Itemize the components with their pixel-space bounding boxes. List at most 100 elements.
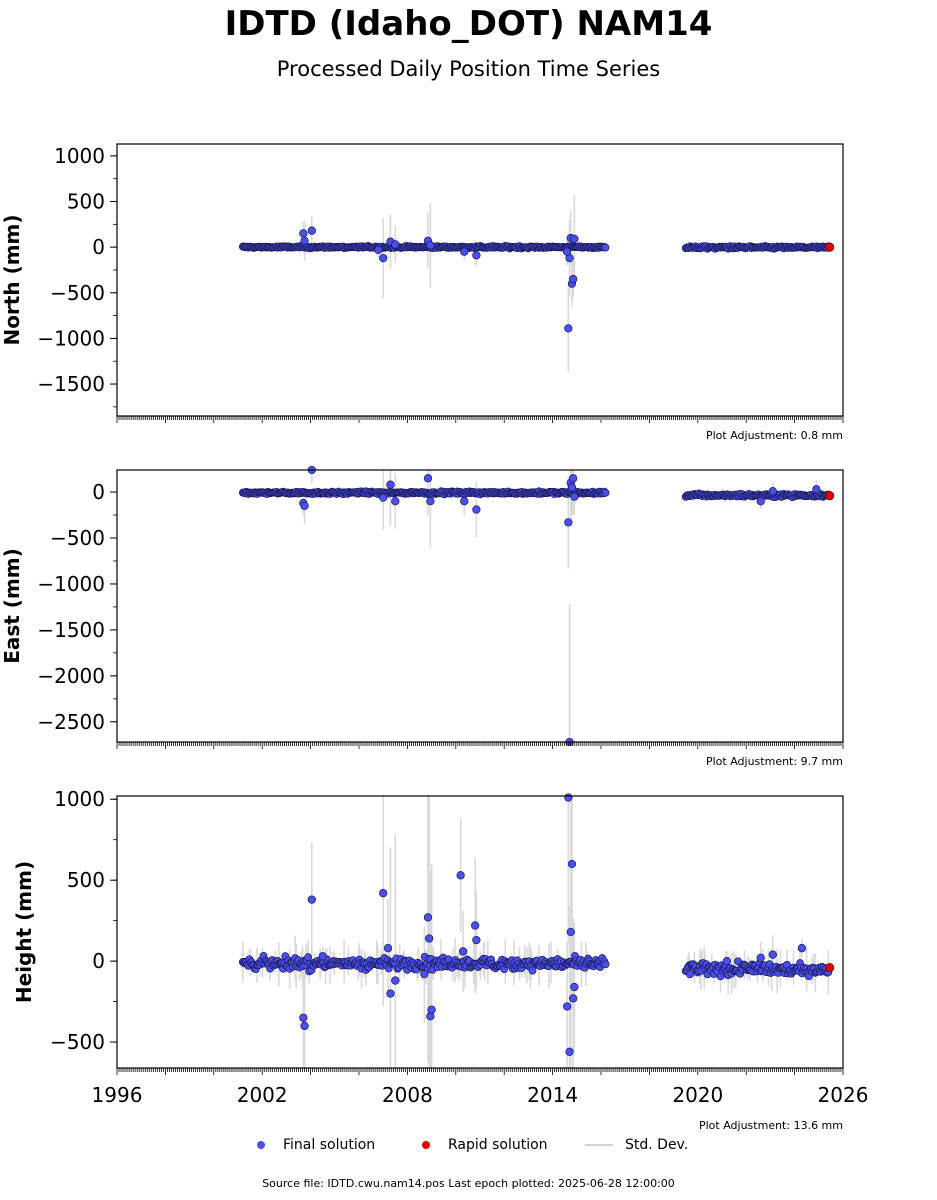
y-tick-label: −500 [50, 526, 105, 550]
height-final-point [472, 935, 481, 945]
y-tick-label: −1000 [37, 326, 105, 350]
east-final-point [460, 497, 469, 506]
north-y-ticks: 1000 500 0 −500 −1000 −1500 [37, 144, 117, 408]
east-final-point [379, 493, 388, 502]
height-x-tick-labels: 1996 2002 2008 2014 2020 2026 [92, 1083, 869, 1107]
y-tick-label: 500 [67, 868, 105, 892]
north-rapid-point [825, 242, 835, 252]
height-final-point [768, 950, 777, 959]
north-final-point [374, 245, 383, 255]
north-final-point [307, 226, 316, 235]
east-final-point [426, 497, 435, 506]
east-axis-label: East (mm) [0, 548, 24, 664]
x-tick-label: 2002 [237, 1083, 288, 1107]
x-tick-label: 2014 [527, 1083, 578, 1107]
y-tick-label: −500 [50, 281, 105, 305]
height-final-point [300, 1021, 309, 1031]
height-final-point [318, 952, 327, 961]
y-tick-label: −2000 [37, 664, 105, 688]
y-tick-label: 0 [92, 235, 105, 259]
east-final-point [300, 501, 309, 510]
east-final-point [564, 518, 573, 527]
source-note: Source file: IDTD.cwu.nam14.pos Last epo… [262, 1177, 675, 1190]
north-panel: 1000 500 0 −500 −1000 −1500 [37, 143, 844, 423]
height-axis-label: Height (mm) [12, 860, 36, 1004]
height-final-point [391, 976, 400, 985]
legend-rapid: Rapid solution [422, 1137, 548, 1153]
north-plot-adjustment: Plot Adjustment: 0.8 mm [705, 429, 843, 442]
height-final-point [456, 871, 465, 880]
north-final-point [564, 324, 573, 333]
height-final-point [427, 1005, 436, 1014]
height-final-point [686, 970, 695, 979]
height-final-point [756, 953, 765, 963]
north-final-point [426, 241, 435, 250]
legend-std: Std. Dev. [585, 1137, 688, 1153]
legend-rapid-label: Rapid solution [448, 1137, 548, 1153]
east-final-point [423, 474, 433, 483]
east-y-ticks: 0 −500 −1000 −1500 −2000 −2500 [37, 480, 117, 734]
height-final-point [722, 956, 731, 966]
x-tick-label: 1996 [92, 1083, 143, 1107]
y-tick-label: −2500 [37, 710, 105, 734]
y-tick-label: 0 [92, 949, 105, 973]
height-final-point [528, 966, 537, 975]
legend-final: Final solution [257, 1137, 375, 1153]
height-final-point [566, 927, 575, 937]
height-final-point [423, 913, 433, 922]
north-axis-label: North (mm) [0, 214, 24, 346]
north-final-point [601, 243, 610, 252]
rapid-solution-marker-icon [422, 1141, 430, 1149]
height-final-point [304, 953, 313, 962]
height-panel: 1000 500 0 −500 1996 2002 2008 2014 2020 2026 [50, 787, 868, 1107]
height-points [238, 793, 835, 1056]
y-tick-label: −1500 [37, 372, 105, 396]
y-tick-label: 500 [67, 190, 105, 214]
east-final-point [570, 492, 579, 501]
y-tick-label: −1500 [37, 618, 105, 642]
height-final-point [307, 895, 316, 904]
east-final-point [768, 486, 777, 496]
height-final-point [562, 1002, 572, 1011]
chart-subtitle: Processed Daily Position Time Series [276, 57, 661, 81]
east-std-dev-bars [245, 470, 824, 742]
height-final-point [567, 859, 577, 869]
north-std-dev-bars [249, 195, 829, 373]
north-final-point [391, 240, 400, 249]
east-rapid-point [825, 491, 835, 501]
height-plot-frame [116, 795, 844, 1069]
east-plot-adjustment: Plot Adjustment: 9.7 mm [705, 755, 843, 768]
height-x-ticks [116, 1068, 844, 1075]
height-final-point [379, 888, 388, 898]
height-final-point [564, 793, 573, 802]
y-tick-label: 0 [92, 480, 105, 504]
y-tick-label: 1000 [54, 144, 105, 168]
final-solution-marker-icon [257, 1141, 265, 1149]
y-tick-label: −1000 [37, 572, 105, 596]
north-final-point [472, 251, 481, 260]
north-x-ticks [116, 416, 844, 423]
east-final-point [391, 497, 400, 506]
height-final-point [458, 947, 468, 956]
north-final-point [460, 247, 469, 256]
north-final-point [562, 247, 572, 256]
north-final-point [299, 229, 308, 238]
east-points [238, 465, 835, 747]
north-points [238, 226, 835, 333]
north-final-point [570, 234, 579, 244]
east-final-point [472, 505, 481, 514]
east-final-point [601, 488, 610, 497]
east-final-point [567, 483, 577, 492]
height-final-point [601, 960, 610, 969]
east-final-point [569, 474, 578, 483]
x-tick-label: 2020 [672, 1083, 723, 1107]
height-final-point [386, 989, 395, 998]
x-tick-label: 2008 [382, 1083, 433, 1107]
legend-final-label: Final solution [283, 1137, 376, 1153]
height-final-point [570, 982, 579, 992]
height-plot-adjustment: Plot Adjustment: 13.6 mm [698, 1119, 843, 1132]
height-y-ticks: 1000 500 0 −500 [50, 787, 117, 1054]
east-final-point [756, 497, 765, 506]
height-final-point [471, 921, 480, 930]
